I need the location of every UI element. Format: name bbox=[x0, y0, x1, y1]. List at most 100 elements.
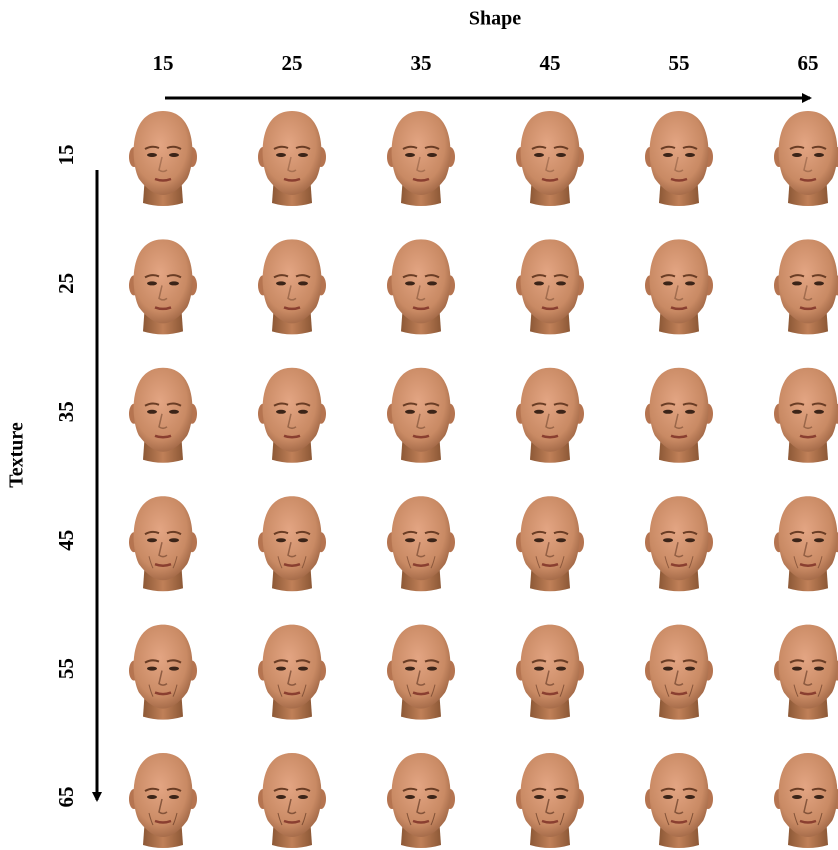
brows bbox=[144, 402, 182, 407]
mouth bbox=[799, 691, 817, 696]
face bbox=[387, 111, 455, 206]
face bbox=[774, 753, 838, 848]
nose bbox=[416, 798, 426, 815]
texture-label: 15 bbox=[54, 145, 78, 166]
head bbox=[778, 367, 838, 452]
mouth bbox=[541, 563, 559, 567]
eye bbox=[814, 281, 824, 286]
mouth bbox=[541, 434, 559, 439]
nose bbox=[674, 542, 684, 558]
head bbox=[520, 624, 580, 709]
eye bbox=[792, 795, 802, 799]
mouth bbox=[670, 434, 688, 439]
nose bbox=[287, 670, 297, 686]
mouth bbox=[541, 819, 559, 824]
head bbox=[262, 367, 322, 452]
brows bbox=[531, 402, 569, 407]
eye bbox=[792, 281, 802, 286]
face bbox=[387, 753, 455, 848]
brows bbox=[402, 659, 440, 664]
mouth bbox=[412, 819, 430, 824]
nose bbox=[416, 413, 426, 430]
nose bbox=[803, 670, 813, 686]
eye bbox=[814, 666, 824, 671]
mouth bbox=[670, 177, 688, 182]
head bbox=[778, 111, 838, 195]
head bbox=[649, 239, 709, 324]
brows bbox=[660, 530, 698, 536]
brows bbox=[531, 787, 569, 792]
face bbox=[258, 753, 326, 848]
eye bbox=[298, 153, 308, 157]
mouth bbox=[412, 691, 430, 696]
nose bbox=[545, 542, 555, 558]
head bbox=[649, 111, 709, 195]
nose bbox=[158, 413, 168, 430]
face bbox=[258, 111, 326, 206]
mouth bbox=[154, 434, 172, 439]
face bbox=[387, 624, 455, 720]
face bbox=[645, 367, 713, 463]
face bbox=[645, 111, 713, 206]
wrinkles bbox=[277, 556, 307, 569]
head bbox=[520, 496, 580, 581]
texture-label: 45 bbox=[54, 530, 78, 551]
face bbox=[129, 239, 197, 335]
mouth bbox=[154, 563, 172, 567]
head bbox=[778, 239, 838, 324]
brows bbox=[273, 402, 311, 407]
head bbox=[391, 753, 451, 837]
mouth bbox=[412, 563, 430, 567]
eye bbox=[556, 153, 566, 157]
brows bbox=[789, 787, 827, 792]
face bbox=[645, 753, 713, 848]
face-grid bbox=[129, 111, 838, 848]
mouth bbox=[283, 691, 301, 696]
nose bbox=[158, 285, 168, 301]
eye bbox=[534, 409, 544, 414]
head bbox=[262, 496, 322, 581]
nose bbox=[674, 285, 684, 301]
texture-label: 65 bbox=[54, 787, 78, 808]
face bbox=[258, 239, 326, 335]
face bbox=[645, 624, 713, 720]
eye bbox=[147, 538, 157, 543]
shape-label: 65 bbox=[798, 51, 819, 75]
brows bbox=[660, 787, 698, 792]
head bbox=[262, 624, 322, 709]
eye bbox=[685, 666, 695, 671]
brows bbox=[273, 145, 311, 150]
wrinkles bbox=[664, 812, 694, 826]
wrinkles bbox=[148, 684, 178, 697]
brows bbox=[402, 787, 440, 792]
brows bbox=[402, 530, 440, 536]
shape-label: 35 bbox=[411, 51, 432, 75]
eye bbox=[405, 409, 415, 414]
eye bbox=[147, 409, 157, 414]
wrinkles bbox=[793, 684, 823, 697]
eye bbox=[276, 795, 286, 799]
eye bbox=[556, 795, 566, 799]
texture-title: Texture bbox=[6, 422, 28, 488]
head bbox=[520, 111, 580, 195]
nose bbox=[674, 156, 684, 173]
eye bbox=[427, 153, 437, 157]
brows bbox=[144, 659, 182, 664]
wrinkles bbox=[406, 684, 436, 697]
nose bbox=[803, 156, 813, 173]
head bbox=[391, 111, 451, 195]
brows bbox=[660, 402, 698, 407]
mouth bbox=[412, 306, 430, 311]
mouth bbox=[412, 434, 430, 439]
eye bbox=[427, 666, 437, 671]
wrinkles bbox=[793, 812, 823, 826]
face bbox=[129, 753, 197, 848]
head bbox=[778, 753, 838, 837]
nose bbox=[158, 798, 168, 815]
mouth bbox=[154, 306, 172, 311]
nose bbox=[287, 156, 297, 173]
brows bbox=[789, 659, 827, 664]
face bbox=[387, 496, 455, 592]
brows bbox=[660, 145, 698, 150]
eye bbox=[685, 409, 695, 414]
